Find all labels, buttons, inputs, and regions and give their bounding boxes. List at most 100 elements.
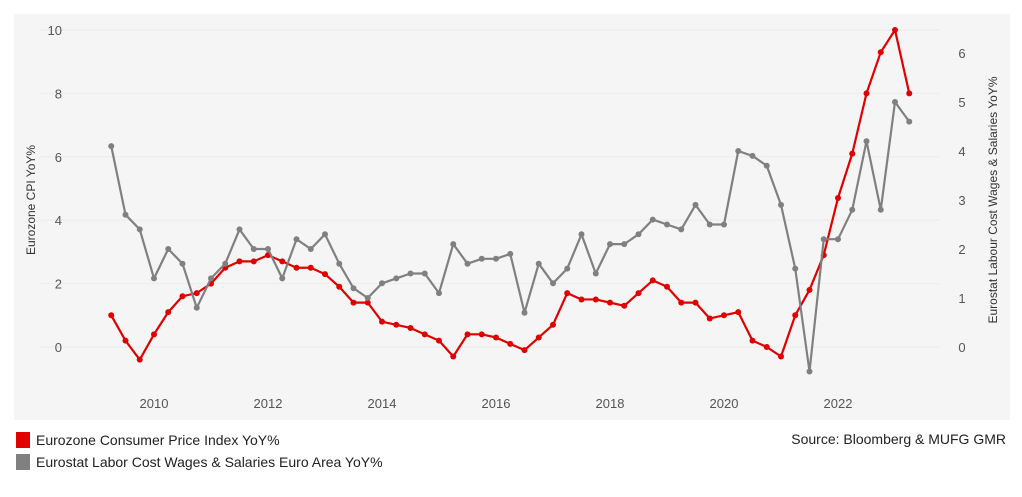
cpi-point [450, 353, 457, 360]
wages-point [721, 221, 727, 228]
cpi-point [236, 258, 243, 265]
cpi-point [393, 321, 400, 328]
wages-point [379, 280, 385, 287]
wages-point [136, 226, 143, 233]
wages-point [521, 309, 528, 316]
wages-point [108, 143, 115, 150]
wages-point [478, 255, 485, 262]
x-tick-label: 2014 [368, 396, 397, 411]
wages-point [635, 231, 642, 238]
y2-tick-label: 0 [958, 340, 965, 355]
wages-point [336, 260, 343, 267]
cpi-point [664, 283, 670, 290]
wages-point [464, 260, 471, 267]
legend-swatch-red [16, 432, 30, 448]
cpi-point [136, 356, 143, 363]
cpi-point [521, 347, 528, 354]
legend-item-wages: Eurostat Labor Cost Wages & Salaries Eur… [16, 451, 383, 473]
cpi-point [892, 27, 898, 33]
y2-tick-label: 2 [958, 242, 965, 257]
y2-axis-label: Eurostat Labour Cost Wages & Salaries Yo… [986, 76, 1000, 323]
wages-point [778, 201, 784, 208]
legend-item-cpi: Eurozone Consumer Price Index YoY% [16, 429, 383, 451]
cpi-point [906, 90, 913, 97]
wages-point [649, 216, 656, 223]
wages-point [450, 241, 457, 248]
y-tick-label: 6 [55, 150, 62, 165]
wages-point [507, 250, 514, 257]
cpi-point [849, 150, 856, 157]
cpi-point [863, 90, 870, 97]
wages-point [877, 206, 884, 213]
source-note: Source: Bloomberg & MUFG GMR [791, 431, 1006, 447]
legend: Eurozone Consumer Price Index YoY% Euros… [16, 429, 383, 473]
wages-point [364, 295, 371, 301]
cpi-point [692, 299, 699, 306]
wages-point [849, 206, 856, 213]
wages-point [692, 201, 699, 208]
x-tick-label: 2022 [824, 396, 853, 411]
wages-point [664, 221, 670, 228]
cpi-point [478, 331, 485, 338]
wages-point [535, 260, 542, 267]
wages-point [835, 236, 841, 243]
wages-point [706, 221, 713, 228]
cpi-point [564, 290, 571, 297]
y-tick-label: 10 [48, 23, 62, 38]
cpi-point [735, 309, 742, 316]
cpi-point [778, 353, 784, 360]
cpi-point [706, 315, 713, 322]
wages-point [592, 270, 599, 277]
wages-point [820, 236, 827, 243]
wages-point [307, 246, 314, 252]
x-tick-label: 2020 [710, 396, 739, 411]
cpi-point [763, 344, 770, 350]
wages-point [863, 138, 870, 145]
cpi-point [621, 302, 628, 309]
cpi-point [151, 331, 157, 338]
cpi-point [379, 318, 385, 325]
wages-point [122, 211, 129, 218]
x-tick-label: 2010 [140, 396, 169, 411]
cpi-point [792, 312, 799, 319]
x-tick-label: 2016 [482, 396, 511, 411]
y2-tick-label: 5 [958, 95, 965, 110]
wages-point [179, 260, 186, 267]
cpi-point [350, 299, 357, 306]
legend-label: Eurostat Labor Cost Wages & Salaries Eur… [36, 454, 383, 470]
cpi-point [193, 290, 200, 297]
wages-point [493, 255, 499, 262]
cpi-point [279, 258, 286, 265]
plot-background [14, 14, 1010, 420]
wages-point [322, 231, 328, 238]
cpi-point [336, 283, 343, 290]
wages-point [407, 270, 414, 277]
y-axis-label: Eurozone CPI YoY% [24, 145, 38, 255]
cpi-point [364, 299, 371, 306]
cpi-point [877, 49, 884, 56]
y-tick-label: 8 [55, 86, 62, 101]
wages-point [436, 290, 442, 297]
cpi-point [721, 312, 727, 319]
wages-point [763, 162, 770, 169]
wages-point [564, 265, 571, 272]
y2-tick-label: 4 [958, 144, 965, 159]
legend-label: Eurozone Consumer Price Index YoY% [36, 432, 280, 448]
cpi-point [550, 321, 556, 328]
wages-point [578, 231, 585, 238]
cpi-point [607, 299, 613, 306]
wages-point [265, 246, 271, 252]
y-tick-label: 4 [55, 213, 62, 228]
wages-point [806, 368, 813, 375]
cpi-point [407, 324, 414, 331]
wages-point [193, 304, 200, 311]
cpi-point [421, 331, 428, 338]
wages-point [151, 275, 157, 282]
cpi-point [649, 277, 656, 284]
y2-tick-label: 6 [958, 46, 965, 61]
cpi-point [464, 331, 471, 338]
wages-point [550, 280, 556, 287]
wages-point [222, 260, 229, 267]
wages-point [892, 99, 898, 105]
